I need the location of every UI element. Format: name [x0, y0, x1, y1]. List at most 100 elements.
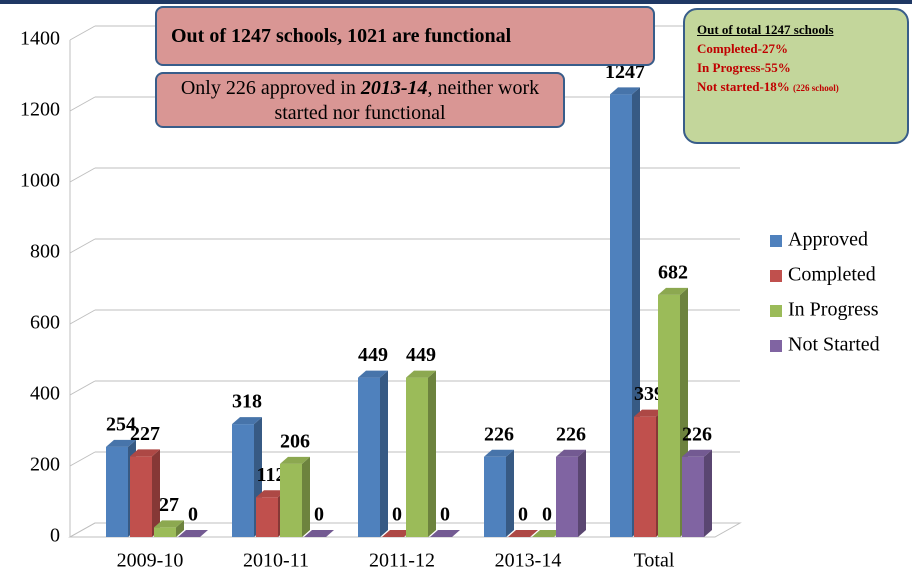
bar-front — [358, 377, 380, 537]
bar-top — [178, 530, 208, 537]
annotation: , neither work started nor functional — [274, 77, 540, 124]
bar — [610, 87, 640, 537]
data-label: 682 — [658, 261, 688, 283]
summary-box: Out of total 1247 schools Completed-27% … — [683, 8, 909, 144]
bar — [280, 456, 310, 537]
bar-top — [280, 456, 310, 464]
x-tick-label: 2013-14 — [495, 550, 562, 572]
legend-label: Not Started — [788, 334, 880, 356]
legend-swatch — [770, 340, 782, 352]
grid-line — [69, 238, 96, 254]
bar — [178, 530, 208, 537]
bar-top — [508, 530, 538, 537]
y-tick-label: 0 — [50, 525, 60, 547]
data-label: 112 — [257, 464, 286, 486]
summary-line: Not started-18% — [697, 79, 790, 94]
data-label: 0 — [542, 504, 552, 526]
bar — [508, 530, 538, 537]
bar — [406, 370, 436, 537]
bar-top — [304, 530, 334, 537]
bar-side — [302, 456, 310, 537]
bar-front — [256, 497, 278, 537]
bar-side — [152, 449, 160, 537]
data-label: 318 — [232, 391, 262, 413]
bar-top — [406, 370, 436, 378]
annotation: Out of 1247 schools, 1021 are functional — [171, 25, 512, 47]
bar-front — [106, 446, 128, 537]
y-tick-label: 400 — [30, 383, 60, 405]
bar-front — [154, 527, 176, 537]
bar-top — [106, 439, 136, 447]
bar — [382, 530, 412, 537]
bar — [430, 530, 460, 537]
bar-side — [428, 370, 436, 537]
bar-top — [658, 287, 688, 295]
bar-front — [610, 94, 632, 537]
bar-top — [682, 449, 712, 457]
bar-front — [130, 456, 152, 537]
bar-side — [506, 449, 514, 537]
bar — [130, 449, 160, 537]
grid-line — [69, 96, 96, 112]
bar — [682, 449, 712, 537]
data-label: 206 — [280, 430, 310, 452]
bar-front — [484, 456, 506, 537]
y-tick-label: 1000 — [20, 170, 60, 192]
data-label: 0 — [518, 504, 528, 526]
bar-side — [578, 449, 586, 537]
y-tick-label: 1200 — [20, 99, 60, 121]
bar-top — [634, 409, 664, 417]
data-label: 0 — [188, 504, 198, 526]
bar-front — [556, 456, 578, 537]
annotation-emphasis: 2013-14 — [360, 77, 428, 99]
bar — [358, 370, 388, 537]
bar-front — [406, 377, 428, 537]
data-label: 27 — [159, 494, 179, 516]
data-label: 1247 — [605, 61, 645, 83]
bar-front — [280, 463, 302, 537]
x-tick-label: Total — [634, 550, 675, 572]
bar-top — [610, 87, 640, 95]
legend-swatch — [770, 305, 782, 317]
legend-label: In Progress — [788, 299, 879, 321]
top-band — [0, 0, 912, 4]
summary-line: Completed-27% — [697, 41, 788, 56]
bar-top — [154, 520, 184, 528]
bar-top — [556, 449, 586, 457]
bar-top — [130, 449, 160, 457]
bar — [154, 520, 184, 537]
grid-line — [69, 380, 96, 396]
grid-line — [69, 522, 96, 538]
bar-side — [176, 520, 184, 537]
annotation-box: Out of 1247 schools, 1021 are functional — [155, 6, 655, 66]
bar — [484, 449, 514, 537]
y-tick-label: 200 — [30, 454, 60, 476]
data-label: 0 — [440, 504, 450, 526]
y-tick-label: 1400 — [20, 28, 60, 50]
data-label: 339 — [634, 383, 664, 405]
bar-front — [658, 294, 680, 537]
annotation-box: Only 226 approved in 2013-14, neither wo… — [155, 72, 565, 128]
grid-line — [69, 309, 96, 325]
bar — [304, 530, 334, 537]
bar-top — [532, 530, 562, 537]
y-tick-label: 600 — [30, 312, 60, 334]
legend-label: Approved — [788, 229, 868, 251]
data-label: 254 — [106, 413, 136, 435]
bar-top — [256, 490, 286, 498]
grid-line — [69, 25, 96, 41]
bar-front — [682, 456, 704, 537]
annotation: Only 226 approved in — [180, 77, 361, 99]
bar-top — [484, 449, 514, 457]
legend-swatch — [770, 270, 782, 282]
data-label: 226 — [556, 423, 586, 445]
bar-side — [380, 370, 388, 537]
x-tick-label: 2011-12 — [369, 550, 435, 572]
data-label: 0 — [392, 504, 402, 526]
data-label: 226 — [682, 423, 712, 445]
data-label: 226 — [484, 423, 514, 445]
data-label: 0 — [314, 504, 324, 526]
x-tick-label: 2010-11 — [243, 550, 309, 572]
